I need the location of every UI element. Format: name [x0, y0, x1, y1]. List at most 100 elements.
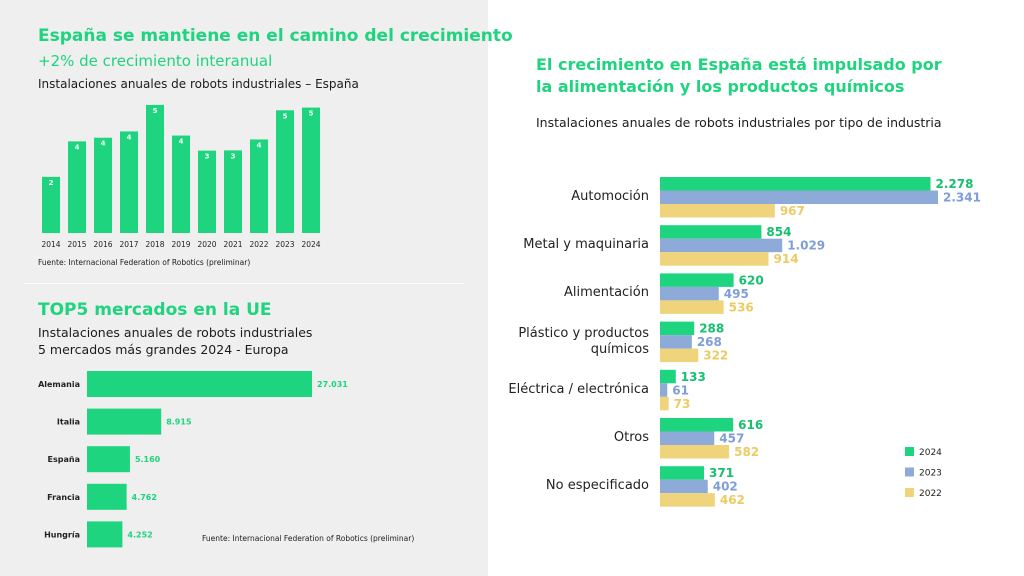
bar	[660, 348, 699, 363]
x-tick-label: 2018	[145, 240, 164, 249]
bar	[68, 141, 86, 233]
chart-title: El crecimiento en España está impulsado …	[536, 55, 942, 96]
value-label: 582	[734, 445, 759, 459]
chart-title: TOP5 mercados en la UE	[38, 300, 272, 320]
legend-swatch	[905, 488, 914, 497]
legend-label: 2024	[919, 448, 942, 458]
value-label: 2.278	[936, 177, 974, 191]
legend-swatch	[905, 467, 914, 477]
bar	[660, 252, 769, 266]
category-label: Alimentación	[563, 285, 649, 301]
bar	[87, 408, 162, 435]
value-label: 371	[709, 466, 734, 480]
value-label: 322	[703, 349, 728, 363]
x-tick-label: 2017	[119, 240, 138, 249]
x-tick-label: 2016	[93, 240, 112, 249]
x-tick-label: 2024	[301, 240, 320, 249]
category-label: Automoción	[571, 189, 649, 204]
value-label: 4.762	[132, 493, 157, 502]
chart-title: España se mantiene en el camino del crec…	[38, 26, 513, 46]
category-label: Otros	[613, 430, 649, 445]
value-label: 5	[309, 110, 314, 118]
value-label: 4	[257, 141, 262, 149]
bar	[660, 190, 938, 204]
category-label: Alemania	[38, 380, 80, 389]
value-label: 5	[283, 112, 288, 120]
bar	[198, 150, 216, 233]
left-panel	[0, 0, 488, 576]
bar	[302, 107, 320, 233]
bar	[87, 446, 130, 473]
bar	[146, 104, 164, 234]
legend-label: 2023	[919, 469, 942, 479]
value-label: 73	[674, 397, 691, 411]
legend-swatch	[905, 447, 914, 456]
chart-subtitle: 5 mercados más grandes 2024 - Europa	[38, 342, 289, 357]
bar	[660, 466, 705, 480]
bar	[660, 273, 734, 287]
value-label: 2.341	[943, 191, 981, 205]
value-label: 4	[127, 133, 132, 141]
bar	[224, 150, 242, 233]
x-tick-label: 2020	[197, 240, 216, 249]
value-label: 536	[729, 300, 754, 314]
value-label: 4	[101, 140, 106, 148]
value-label: 616	[738, 418, 763, 432]
bar	[660, 300, 724, 314]
value-label: 4.252	[127, 530, 152, 539]
value-label: 3	[205, 153, 210, 161]
value-label: 495	[724, 287, 749, 301]
value-label: 3	[231, 152, 236, 160]
chart-subtitle: +2% de crecimiento interanual	[38, 52, 273, 70]
value-label: 133	[681, 370, 706, 384]
value-label: 5.160	[135, 455, 161, 464]
category-label: España	[48, 455, 80, 464]
value-label: 462	[720, 493, 745, 507]
value-label: 2	[49, 179, 54, 187]
bar	[660, 321, 695, 336]
chart-description: Instalaciones anuales de robots industri…	[38, 77, 359, 91]
value-label: 4	[179, 138, 184, 146]
value-label: 288	[699, 322, 724, 336]
bar	[660, 369, 676, 384]
value-label: 854	[766, 225, 791, 239]
bar	[660, 238, 783, 253]
bar	[172, 135, 190, 233]
value-label: 5	[153, 107, 158, 115]
value-label: 402	[713, 480, 738, 494]
bar	[660, 479, 708, 494]
category-label: No especificado	[545, 478, 649, 494]
category-label: Francia	[47, 493, 80, 502]
bar	[87, 483, 127, 510]
bar	[660, 335, 692, 349]
category-label: Metal y maquinaria	[523, 237, 649, 253]
value-label: 967	[780, 204, 805, 218]
bar	[87, 521, 123, 548]
x-tick-label: 2021	[223, 240, 242, 249]
bar	[250, 139, 268, 233]
bar	[87, 371, 312, 397]
bar	[660, 225, 762, 239]
value-label: 457	[719, 432, 744, 446]
bar	[660, 383, 668, 397]
x-tick-label: 2023	[275, 240, 294, 249]
category-label: Eléctrica / electrónica	[508, 381, 649, 397]
source: Fuente: Internacional Federation of Robo…	[38, 258, 251, 267]
bar	[94, 137, 112, 233]
bar	[276, 110, 294, 233]
bar	[660, 445, 730, 459]
bar	[660, 177, 931, 191]
value-label: 914	[774, 252, 799, 266]
value-label: 61	[672, 383, 689, 397]
bar	[660, 286, 719, 301]
value-label: 620	[739, 273, 764, 287]
category-label: Plástico y productos químicos	[518, 325, 649, 357]
bar	[42, 176, 60, 233]
bar	[660, 431, 715, 445]
source: Fuente: Internacional Federation of Robo…	[202, 534, 415, 543]
bar	[660, 493, 715, 507]
bar	[120, 131, 138, 233]
x-tick-label: 2022	[249, 240, 268, 249]
